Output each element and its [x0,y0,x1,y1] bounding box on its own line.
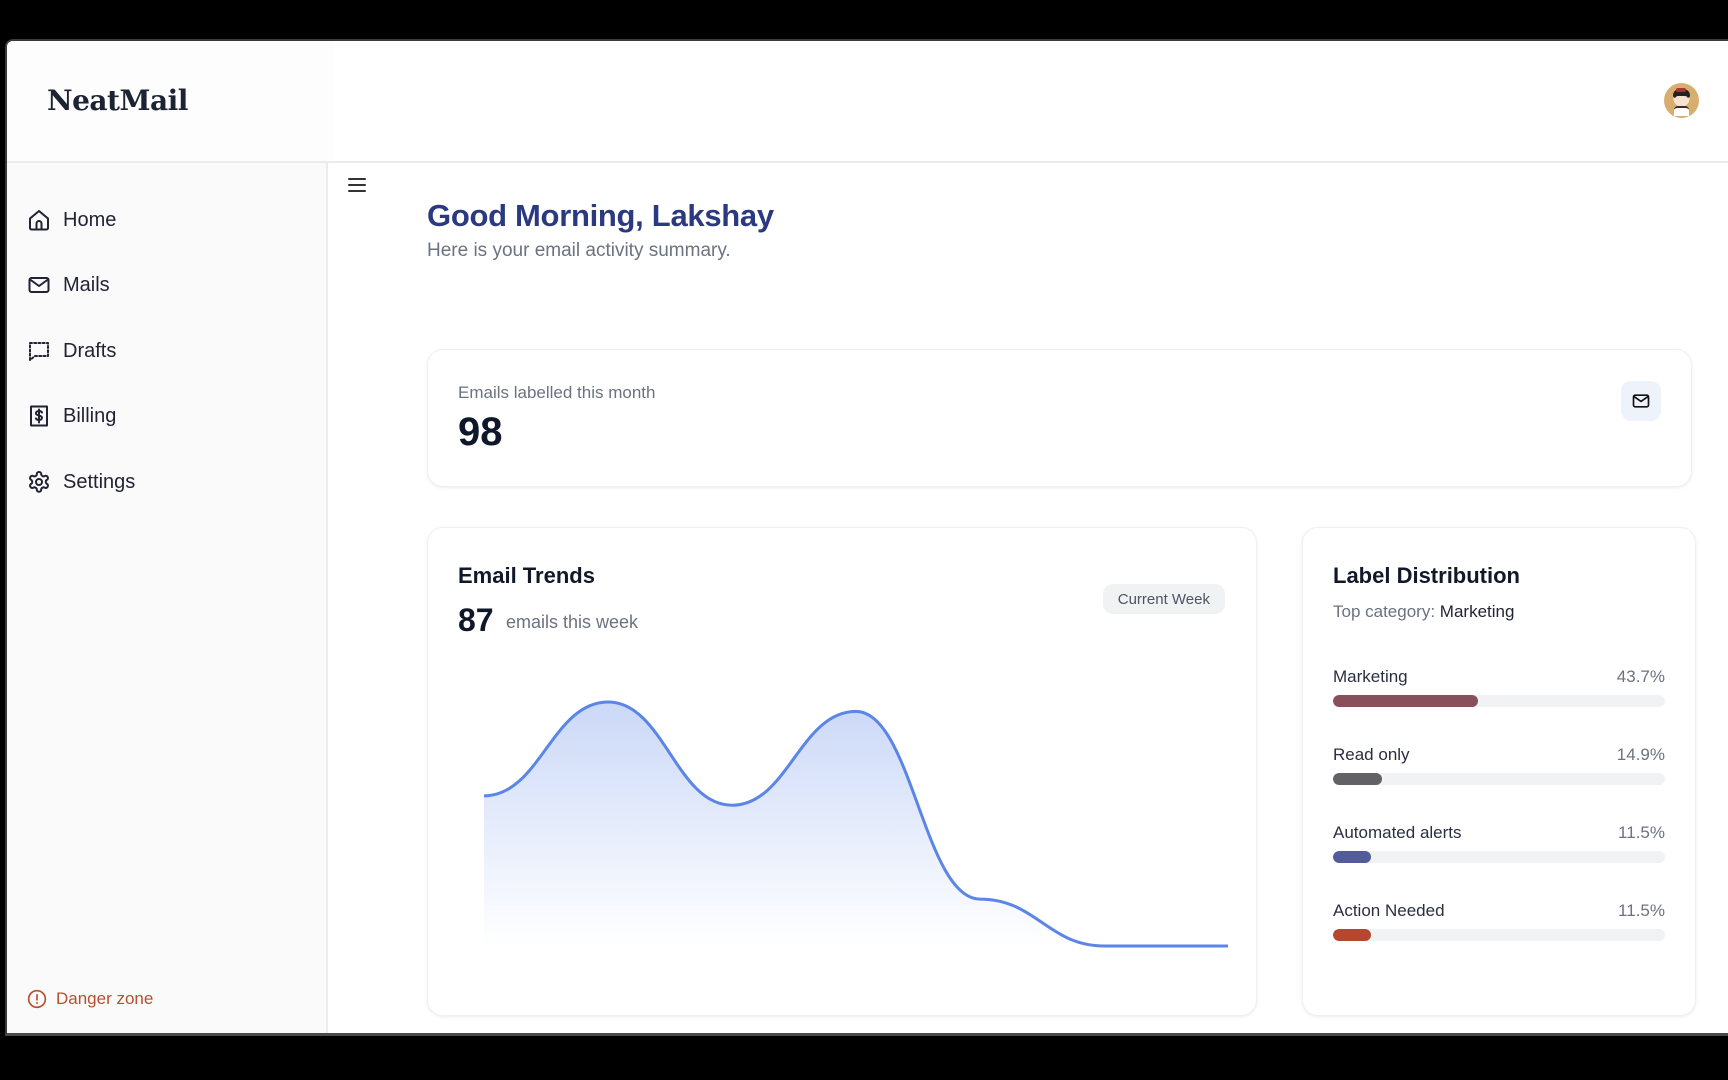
email-trends-title: Email Trends [458,563,595,588]
mail-icon [28,277,50,293]
settings-icon [29,471,49,493]
chart-line [483,700,1228,948]
brand-zone [7,41,333,161]
sidebar-item-label: Settings [63,470,136,493]
label-progress-track [1333,851,1665,863]
label-progress-fill [1333,773,1383,785]
label-distribution-title: Label Distribution [1333,563,1520,588]
sidebar-item-label: Home [63,208,117,231]
weekly-email-count: 87 [458,602,494,638]
sidebar-item-mails[interactable]: Mails [27,267,110,303]
sidebar-item-label: Drafts [63,339,117,362]
alert-circle-icon [27,989,47,1009]
label-name: Read only [1333,745,1410,764]
top-category-value: Marketing [1439,602,1515,621]
sidebar-item-label: Billing [63,404,117,427]
app-window: NeatMail Home Mails Drafts Billing Setti… [5,39,1728,1036]
sidebar-item-settings[interactable]: Settings [27,464,135,500]
email-trends-card: Email Trends 87 emails this week Current… [427,527,1257,1016]
stat-label: Emails labelled this month [458,383,656,402]
drafts-icon [29,342,49,361]
label-progress-track [1333,773,1665,785]
label-distribution-card: Label Distribution Top category: Marketi… [1302,527,1696,1016]
app-logo[interactable]: NeatMail [47,84,188,117]
label-progress-fill [1333,929,1372,941]
top-header: NeatMail [7,41,1728,163]
label-progress-track [1333,695,1665,707]
label-name: Action Needed [1333,901,1445,920]
mail-icon [1632,394,1650,408]
home-icon [29,210,49,231]
weekly-email-count-label: emails this week [506,612,639,632]
label-name: Marketing [1333,667,1408,686]
sidebar-item-label: Mails [63,273,110,296]
label-percent: 11.5% [1618,823,1665,842]
current-week-badge[interactable]: Current Week [1102,584,1225,614]
emails-labelled-card: Emails labelled this month 98 [427,349,1692,487]
sidebar-item-home[interactable]: Home [27,202,116,238]
page-subtitle: Here is your email activity summary. [427,240,731,261]
stat-mail-button[interactable] [1621,381,1661,421]
label-progress-track [1333,929,1665,941]
sidebar-item-drafts[interactable]: Drafts [27,333,116,369]
top-category: Top category: Marketing [1333,602,1514,622]
user-avatar[interactable] [1664,83,1699,118]
sidebar: Home Mails Drafts Billing Settings Dange… [7,163,328,1033]
chart-area-fill [484,702,1228,946]
top-category-prefix: Top category: [1333,602,1436,621]
danger-zone-label: Danger zone [56,989,154,1008]
menu-toggle-icon[interactable] [348,178,366,194]
label-percent: 14.9% [1616,745,1665,764]
label-name: Automated alerts [1333,823,1462,842]
email-trends-area-chart [483,700,1228,948]
sidebar-item-billing[interactable]: Billing [27,398,116,434]
main-content: Good Morning, Lakshay Here is your email… [330,163,1728,1033]
billing-icon [30,405,48,427]
label-percent: 11.5% [1618,901,1665,920]
page-title: Good Morning, Lakshay [427,198,774,233]
stat-value: 98 [458,410,503,454]
danger-zone-link[interactable]: Danger zone [27,989,153,1009]
label-progress-fill [1333,851,1372,863]
label-progress-fill [1333,695,1479,707]
label-percent: 43.7% [1616,667,1665,686]
